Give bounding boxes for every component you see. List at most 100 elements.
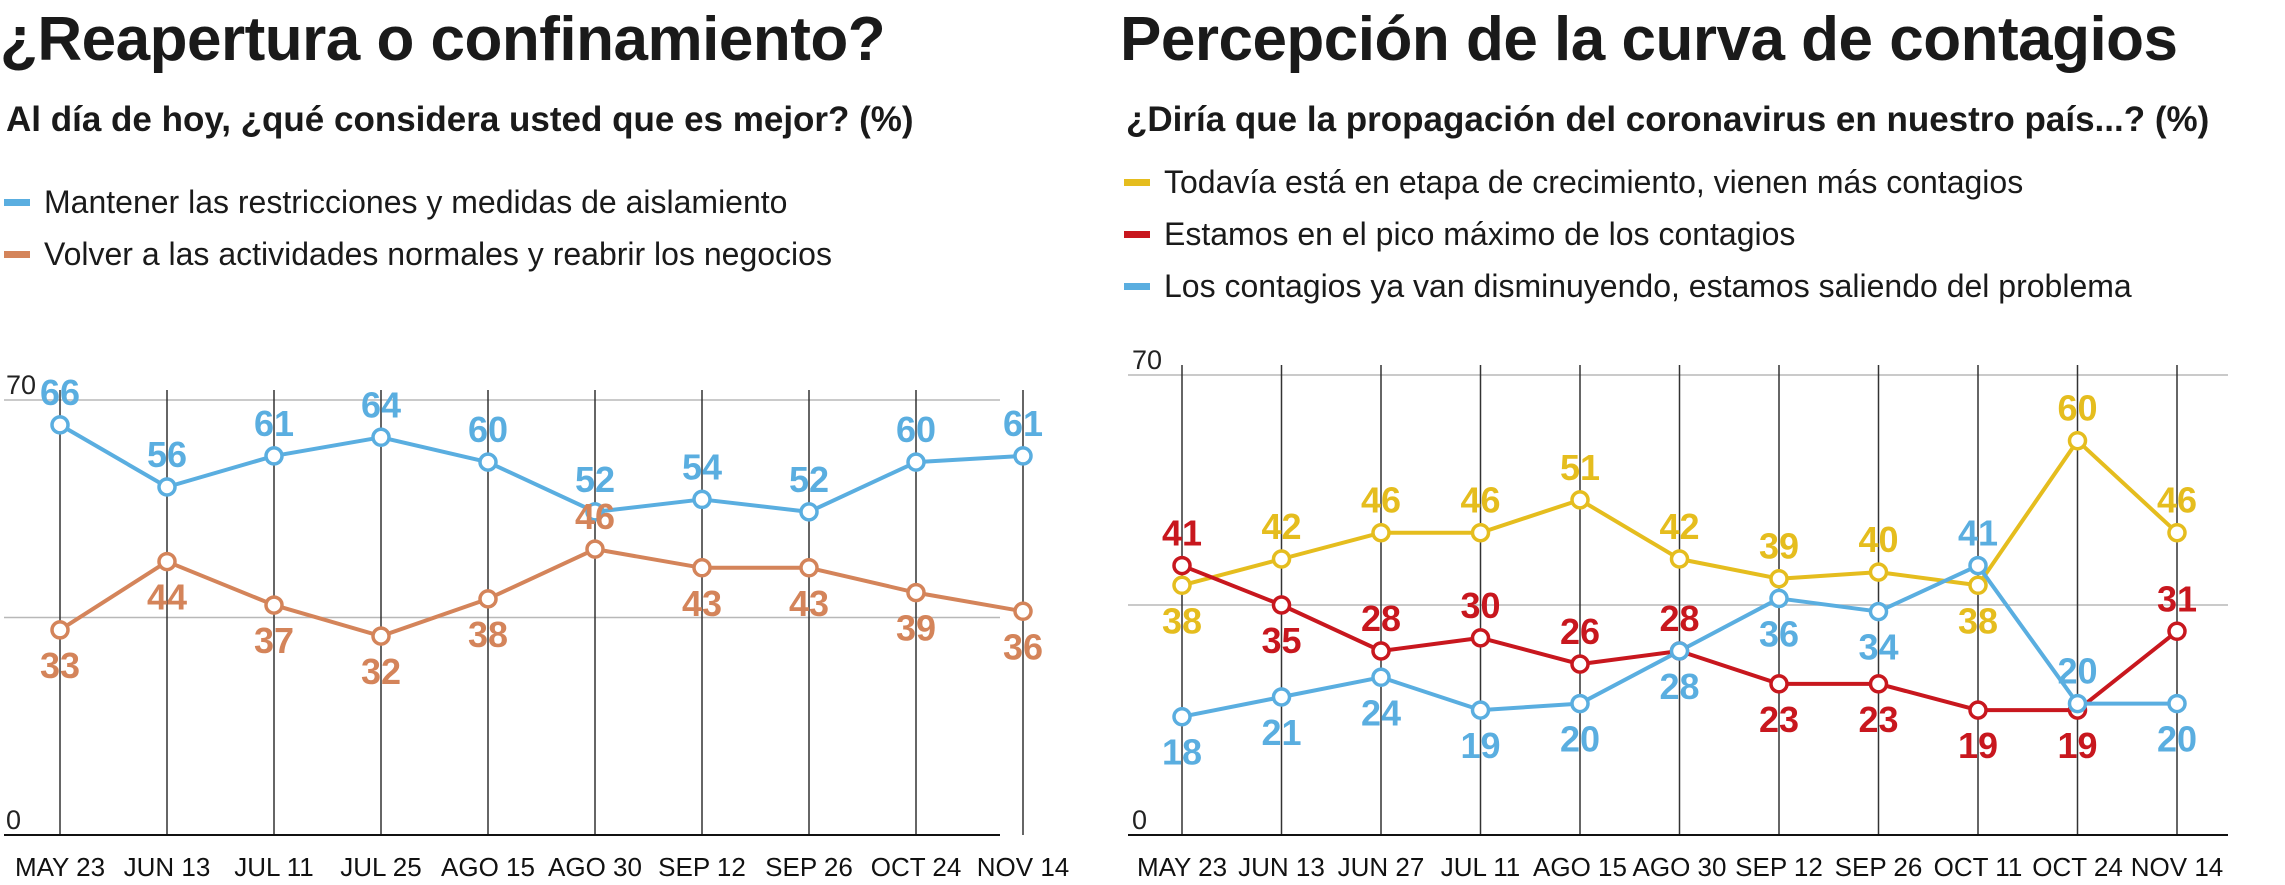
legend-item: Volver a las actividades normales y reab…: [4, 228, 832, 280]
data-label: 19: [1958, 725, 1998, 766]
legend-label: Volver a las actividades normales y reab…: [44, 235, 832, 272]
x-tick-label: SEP 26: [765, 852, 853, 882]
data-point: [906, 582, 926, 603]
data-point: [1470, 522, 1491, 543]
data-point: [1968, 575, 1988, 596]
data-point: [1271, 595, 1292, 615]
data-label: 20: [2157, 719, 2197, 760]
data-point: [906, 452, 926, 472]
data-label: 52: [789, 459, 829, 500]
data-label: 54: [682, 446, 722, 487]
data-point: [2067, 430, 2088, 451]
data-label: 31: [2157, 578, 2197, 619]
x-tick-label: JUL 11: [1441, 852, 1521, 882]
data-label: 64: [361, 384, 401, 425]
data-point: [1172, 555, 1192, 576]
data-point: [1968, 555, 1988, 576]
data-label: 23: [1858, 699, 1898, 740]
data-label: 46: [575, 496, 615, 537]
data-label: 39: [1759, 526, 1799, 567]
data-label: 43: [789, 583, 829, 624]
series-line: [58, 547, 1024, 639]
data-label: 36: [1759, 613, 1799, 654]
x-tick-label: SEP 12: [658, 852, 746, 882]
data-label: 19: [2057, 725, 2097, 766]
data-point: [2067, 693, 2088, 714]
data-label: 38: [1162, 600, 1202, 641]
data-point: [2167, 693, 2187, 714]
data-point: [1570, 693, 1590, 714]
data-point: [1271, 687, 1292, 707]
data-label: 60: [2057, 388, 2097, 429]
data-point: [1868, 562, 1889, 582]
data-label: 23: [1759, 699, 1799, 740]
data-label: 38: [1958, 600, 1998, 641]
data-point: [157, 477, 177, 497]
data-label: 39: [896, 608, 936, 649]
data-label: 52: [575, 459, 615, 500]
x-tick-label: JUN 13: [124, 852, 211, 882]
x-tick-label: AGO 30: [1633, 852, 1727, 882]
data-label: 38: [468, 614, 508, 655]
chart-subtitle: Al día de hoy, ¿qué considera usted que …: [6, 100, 914, 139]
data-point: [157, 551, 177, 572]
data-point: [1968, 700, 1988, 720]
data-label: 19: [1460, 725, 1500, 766]
data-point: [1371, 667, 1391, 688]
x-tick-label: OCT 11: [1934, 852, 2023, 882]
data-label: 43: [682, 583, 722, 624]
data-point: [692, 558, 712, 578]
data-label: 42: [1659, 506, 1699, 547]
legend-item: Todavía está en etapa de crecimiento, vi…: [1124, 156, 2132, 208]
x-tick-label: JUL 11: [234, 852, 314, 882]
data-point: [799, 502, 819, 522]
x-tick-label: OCT 24: [871, 852, 962, 882]
data-point: [1769, 568, 1789, 589]
gridlines: [1128, 365, 2228, 836]
data-point: [264, 595, 284, 615]
x-tick-label: JUN 27: [1338, 852, 1425, 882]
data-point: [1470, 700, 1491, 720]
chart-panel-contagios: Percepción de la curva de contagios ¿Dir…: [1120, 0, 2285, 885]
data-label: 30: [1460, 585, 1500, 626]
data-point: [1570, 654, 1590, 674]
data-point: [1013, 601, 1033, 622]
x-tick-label: NOV 14: [2131, 852, 2224, 882]
y-tick-label: 70: [1132, 345, 1162, 375]
data-label: 61: [1003, 403, 1043, 444]
x-tick-label: MAY 23: [1137, 852, 1227, 882]
data-label: 21: [1261, 712, 1301, 753]
x-tick-label: SEP 12: [1735, 852, 1823, 882]
data-point: [1172, 706, 1192, 727]
data-point: [2167, 522, 2187, 543]
x-tick-label: AGO 30: [548, 852, 642, 882]
data-point: [1470, 628, 1491, 648]
legend-swatch-orange: [4, 250, 30, 258]
legend-item: Mantener las restricciones y medidas de …: [4, 176, 832, 228]
legend-item: Estamos en el pico máximo de los contagi…: [1124, 208, 2132, 260]
data-label: 44: [147, 577, 187, 618]
x-tick-label: JUN 13: [1238, 852, 1325, 882]
x-tick-label: OCT 24: [2032, 852, 2123, 882]
data-label: 24: [1361, 692, 1401, 733]
x-tick-label: JUL 25: [340, 852, 421, 882]
data-label: 18: [1162, 732, 1202, 773]
x-tick-label: MAY 23: [15, 852, 105, 882]
x-tick-label: SEP 26: [1835, 852, 1923, 882]
data-label: 33: [40, 645, 80, 686]
data-point: [50, 620, 70, 640]
y-tick-label: 70: [6, 370, 36, 400]
data-label: 42: [1261, 506, 1301, 547]
data-point: [50, 415, 70, 435]
data-point: [1371, 522, 1391, 543]
legend-label: Estamos en el pico máximo de los contagi…: [1164, 215, 1796, 252]
data-label: 34: [1858, 627, 1898, 668]
data-label: 46: [1361, 480, 1401, 521]
data-point: [2167, 621, 2187, 642]
data-point: [1868, 674, 1889, 694]
data-label: 40: [1858, 519, 1898, 560]
data-point: [478, 452, 498, 472]
data-label: 20: [2057, 651, 2097, 692]
data-point: [1271, 549, 1292, 569]
data-label: 28: [1659, 666, 1699, 707]
